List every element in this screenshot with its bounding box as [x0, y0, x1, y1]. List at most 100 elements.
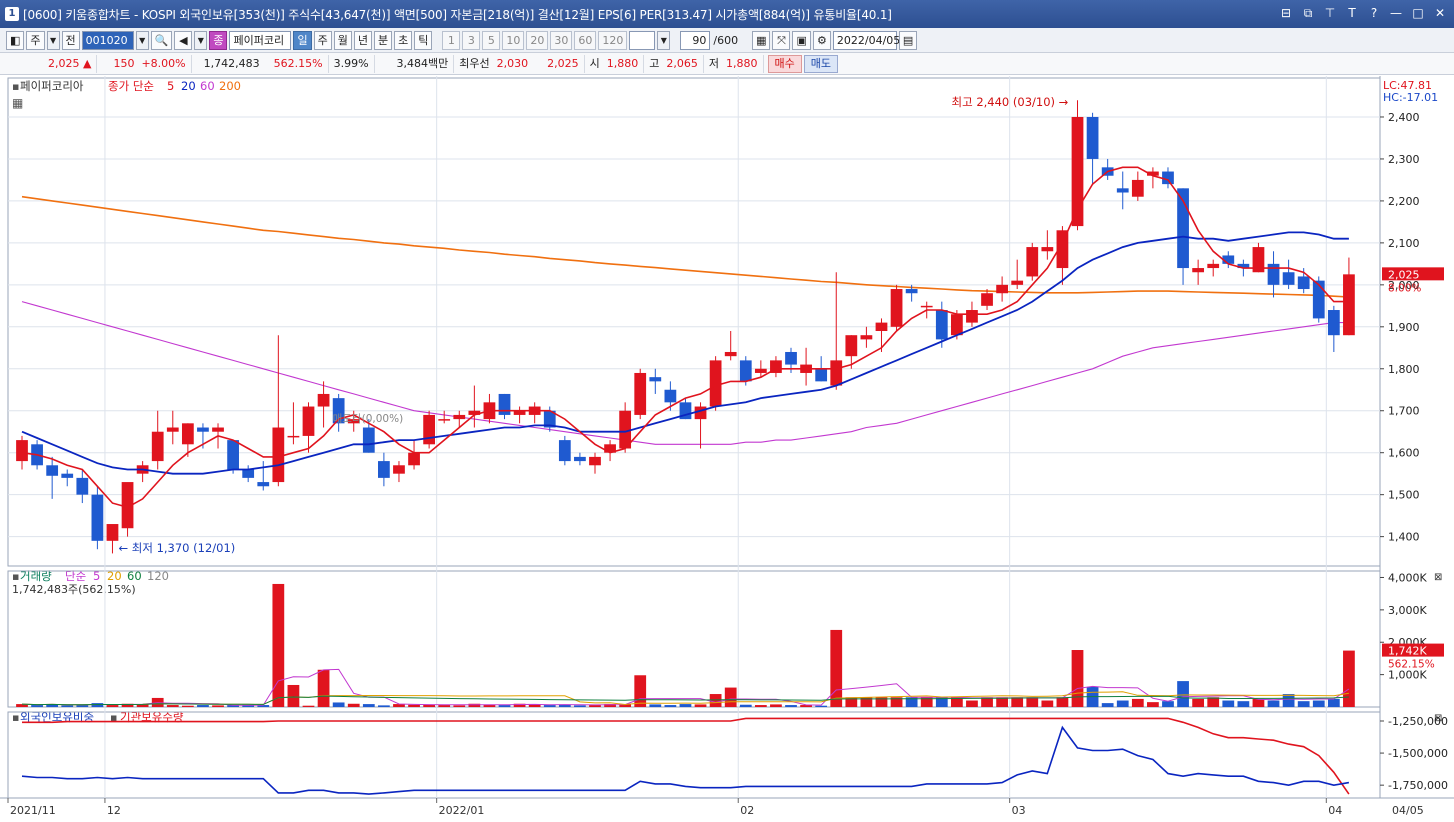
buy-button[interactable]: 매수 [767, 54, 802, 73]
maximize-icon[interactable]: □ [1412, 6, 1424, 20]
candle-body [966, 310, 978, 323]
search-icon[interactable]: 🔍 [150, 30, 173, 50]
interval-custom-input[interactable] [629, 30, 656, 50]
pane-bullet: ▪ [12, 80, 19, 93]
ma-legend-20[interactable]: 20 [181, 79, 196, 93]
hc-label: HC:-17.01 [1383, 91, 1438, 104]
candle-body [151, 431, 164, 462]
tab-interval-6[interactable]: 60 [574, 30, 597, 50]
help-icon[interactable]: ? [1370, 6, 1378, 20]
candle-body [513, 410, 526, 415]
chevron-down-icon[interactable]: ▼ [46, 30, 60, 50]
tab-interval-3[interactable]: 10 [502, 30, 525, 50]
volume-bar [709, 694, 722, 707]
tab-period-4[interactable]: 분 [373, 30, 393, 50]
ma-legend-5[interactable]: 5 [167, 79, 174, 93]
low-price: 1,880 [726, 56, 758, 70]
candle-body [302, 406, 315, 436]
institution-pane-title[interactable]: 기관보유수량 [120, 710, 184, 724]
gear-icon[interactable]: ⚙ [812, 30, 831, 50]
up-arrow-icon: ▲ [83, 56, 92, 70]
speaker-icon[interactable]: ◀ [174, 30, 193, 50]
vol-legend-5[interactable]: 5 [93, 569, 100, 583]
price-pane-title[interactable]: 페이퍼코리아 [20, 79, 84, 93]
chevron-down-icon[interactable]: ▼ [135, 30, 149, 50]
tab-interval-5[interactable]: 30 [550, 30, 573, 50]
chart-canvas[interactable]: ▪ 페이퍼코리아 종가 단순 5 20 60 200 ▦ LC:47.81 HC… [0, 76, 1454, 819]
minimize-icon[interactable]: — [1390, 6, 1402, 20]
ma-legend-label[interactable]: 종가 단순 [108, 79, 154, 93]
y-tick-label: 2,100 [1388, 237, 1420, 250]
tab-period-6[interactable]: 틱 [414, 30, 433, 50]
grid-icon[interactable]: ▦ [752, 30, 771, 50]
volume-bar [860, 697, 873, 707]
ma-legend-200[interactable]: 200 [219, 79, 241, 93]
chevron-down-icon[interactable]: ▼ [194, 30, 208, 50]
chevron-down-icon[interactable]: ▼ [657, 30, 671, 50]
link-icon[interactable]: ⊟ [1280, 6, 1292, 20]
foreign-pane-title[interactable]: 외국인보유비중 [20, 710, 94, 724]
volume-pane-title[interactable]: 거래량 [20, 569, 52, 583]
calendar-icon[interactable]: ▦ [12, 96, 23, 110]
tab-period-0[interactable]: 일 [293, 30, 312, 50]
volume-bar [890, 697, 903, 707]
y-tick-label: 2,400 [1388, 111, 1420, 124]
candle-body [920, 305, 933, 308]
close-icon[interactable]: ⊠ [1434, 713, 1442, 724]
turnover: 3.99% [329, 54, 375, 73]
vol-legend-120[interactable]: 120 [147, 569, 169, 583]
copy-window-icon[interactable]: ⧉ [1303, 6, 1313, 20]
vol-legend-20[interactable]: 20 [107, 569, 122, 583]
tab-period-3[interactable]: 년 [353, 30, 372, 50]
date-input[interactable]: 2022/04/05 [832, 30, 900, 50]
vol-legend-label[interactable]: 단순 [65, 569, 86, 583]
ma-legend-60[interactable]: 60 [200, 79, 215, 93]
volume-bar [1056, 697, 1069, 707]
volume-bar [724, 687, 737, 707]
candle-body [634, 372, 647, 415]
calendar-icon[interactable]: ▤ [898, 30, 918, 50]
tab-period-1[interactable]: 주 [313, 30, 332, 50]
y-tick-label: -1,500,000 [1388, 747, 1448, 760]
volume-bar [845, 697, 858, 707]
candle-body [935, 310, 948, 340]
institution-line [22, 717, 1350, 795]
volume-bar [347, 703, 360, 707]
volume-bar [770, 704, 782, 707]
volume-bar [754, 705, 767, 707]
crosshair-icon[interactable]: ⤧ [772, 30, 791, 50]
tab-interval-2[interactable]: 5 [482, 30, 501, 50]
count-input[interactable]: 90 [680, 30, 711, 50]
volume-bar [1041, 700, 1054, 707]
volume-bar [408, 704, 420, 707]
close-icon[interactable]: ⊠ [1434, 572, 1442, 583]
high-price: 2,065 [666, 56, 698, 70]
layout-icon[interactable]: ◧ [6, 30, 25, 50]
candle-body [46, 465, 59, 476]
candle-body [694, 406, 707, 420]
candle-body [257, 482, 270, 487]
close-icon[interactable]: ✕ [1434, 6, 1446, 20]
save-icon[interactable]: ▣ [792, 30, 811, 50]
font-size-icon[interactable]: T [1348, 6, 1356, 20]
y-tick-label: 1,700 [1388, 405, 1420, 418]
volume-bar [558, 704, 571, 707]
prev-button[interactable]: 전 [61, 30, 80, 50]
volume-bar [121, 703, 134, 707]
volume-bar [91, 703, 104, 707]
tab-interval-7[interactable]: 120 [598, 30, 628, 50]
chart-area[interactable]: ▪ 페이퍼코리아 종가 단순 5 20 60 200 ▦ LC:47.81 HC… [0, 76, 1454, 819]
sell-button[interactable]: 매도 [803, 54, 839, 73]
tab-interval-0[interactable]: 1 [442, 30, 461, 50]
stock-code-input[interactable]: 001020 [81, 30, 134, 50]
tab-period-5[interactable]: 초 [394, 30, 413, 50]
vol-legend-60[interactable]: 60 [127, 569, 142, 583]
tab-interval-4[interactable]: 20 [526, 30, 549, 50]
pin-icon[interactable]: ⊤ [1324, 6, 1336, 20]
tab-interval-1[interactable]: 3 [462, 30, 481, 50]
lc-label: LC:47.81 [1383, 79, 1432, 92]
y-tick-label: 1,900 [1388, 321, 1420, 334]
volume-bar [905, 697, 918, 707]
period-select[interactable]: 주 [26, 30, 45, 50]
tab-period-2[interactable]: 월 [333, 30, 352, 50]
